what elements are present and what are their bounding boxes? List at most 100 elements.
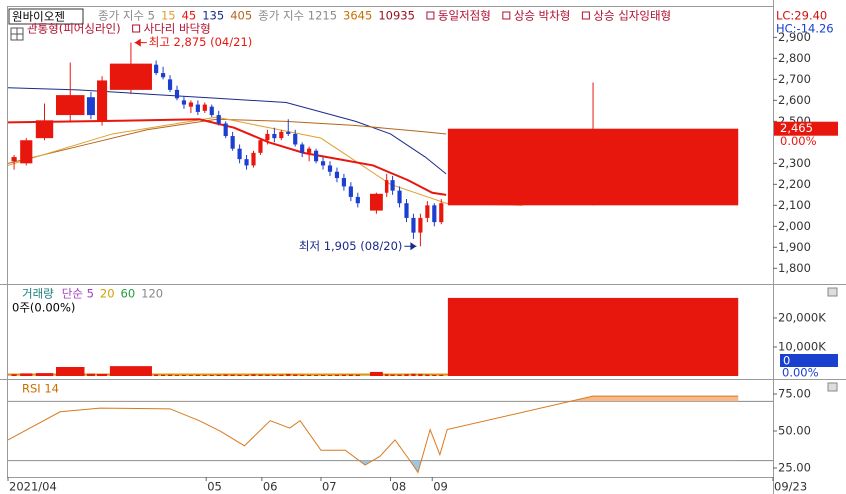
volume-bar bbox=[258, 374, 263, 376]
pattern-label: 사다리 바닥형 bbox=[144, 22, 211, 36]
volume-bar bbox=[320, 374, 326, 376]
last-price-label: 2,465 bbox=[780, 121, 813, 135]
x-tick-label: 09 bbox=[433, 480, 448, 494]
candle-body bbox=[397, 190, 402, 204]
change-label: 0.00% bbox=[782, 366, 819, 380]
legend-label: 45 bbox=[182, 9, 197, 23]
y-tick-label: 2,000 bbox=[778, 219, 811, 233]
volume-bar bbox=[209, 374, 214, 376]
candle-body bbox=[181, 100, 187, 105]
x-tick-label: 09/23 bbox=[774, 480, 807, 494]
legend-label: 종가 지수 5 bbox=[98, 9, 155, 23]
settings-icon[interactable] bbox=[10, 27, 24, 41]
y-tick-label: 10,000K bbox=[778, 339, 826, 353]
volume-bar bbox=[11, 374, 17, 376]
legend-label: 135 bbox=[202, 9, 224, 23]
candle-body bbox=[320, 161, 326, 166]
candle-body bbox=[35, 120, 54, 139]
rsi-line bbox=[7, 395, 739, 474]
pattern-label: 동일저점형 bbox=[438, 9, 491, 23]
candle-body bbox=[230, 136, 235, 149]
candle-body bbox=[11, 157, 17, 162]
last-price-box bbox=[774, 121, 838, 136]
volume-bar bbox=[174, 375, 180, 376]
chart-title: 원바이오젠 bbox=[12, 10, 65, 24]
candle-body bbox=[265, 133, 270, 141]
pattern-marker bbox=[132, 24, 141, 33]
volume-bar bbox=[369, 371, 383, 376]
candle-body bbox=[307, 148, 312, 153]
candle-body bbox=[390, 180, 395, 191]
title-box bbox=[8, 8, 84, 25]
volume-bar bbox=[109, 366, 152, 376]
annotation: 최저 1,905 (08/20) bbox=[299, 239, 403, 253]
candle-body bbox=[237, 148, 242, 160]
volume-bar bbox=[314, 375, 319, 376]
volume-bar bbox=[432, 374, 437, 376]
candle-body bbox=[314, 150, 319, 162]
candle-body bbox=[411, 217, 416, 233]
candle-body bbox=[216, 115, 221, 124]
y-tick-label: 2,700 bbox=[778, 72, 811, 86]
candle-body bbox=[55, 95, 85, 116]
candle-body bbox=[286, 131, 291, 134]
pattern-label: 상승 십자잉태형 bbox=[593, 9, 671, 23]
last-volume-box bbox=[780, 354, 838, 367]
candle-body bbox=[293, 133, 298, 145]
volume-bar bbox=[223, 374, 228, 376]
candle-body bbox=[20, 140, 33, 164]
candle-body bbox=[447, 128, 739, 206]
volume-bar bbox=[265, 374, 270, 376]
volume-bar bbox=[279, 374, 284, 376]
candle-body bbox=[279, 131, 284, 139]
candle-body bbox=[167, 79, 173, 90]
volume-bar bbox=[230, 374, 235, 376]
x-tick-label: 08 bbox=[392, 480, 407, 494]
panel-button[interactable] bbox=[827, 382, 838, 392]
volume-bar bbox=[334, 374, 340, 376]
y-tick-label: 2,300 bbox=[778, 156, 811, 170]
candle-body bbox=[369, 193, 383, 211]
volume-bar bbox=[397, 374, 402, 376]
x-tick-label: 2021/04 bbox=[9, 480, 57, 494]
candle-body bbox=[209, 106, 214, 116]
candle-body bbox=[355, 196, 360, 204]
candle-body bbox=[154, 64, 159, 74]
volume-bar bbox=[55, 367, 85, 376]
overbought-fill bbox=[569, 396, 739, 402]
candle-body bbox=[341, 178, 346, 187]
volume-bar bbox=[195, 374, 200, 376]
volume-bar bbox=[447, 297, 739, 376]
volume-bar bbox=[286, 373, 291, 376]
volume-bar bbox=[425, 374, 430, 376]
volume-bar bbox=[404, 374, 409, 376]
volume-bar bbox=[20, 373, 33, 376]
candle-body bbox=[258, 140, 263, 153]
hc-label: HC:-14.26 bbox=[776, 22, 834, 36]
candle-body bbox=[202, 104, 207, 111]
volume-bar bbox=[307, 374, 312, 376]
y-tick-label: 2,600 bbox=[778, 93, 811, 107]
volume-bar bbox=[161, 374, 166, 376]
candle-body bbox=[161, 73, 166, 78]
volume-bar bbox=[251, 374, 256, 376]
panel-button[interactable] bbox=[827, 287, 838, 297]
volume-bar bbox=[97, 373, 108, 376]
x-tick-label: 07 bbox=[322, 480, 337, 494]
y-tick-label: 25.00 bbox=[778, 461, 811, 475]
candle-body bbox=[188, 102, 193, 107]
legend-label: 종가 지수 1215 bbox=[258, 9, 337, 23]
volume-bar bbox=[384, 374, 389, 376]
panel-title: RSI 14 bbox=[22, 382, 59, 396]
panel-title: 거래량 bbox=[22, 287, 54, 301]
volume-bar bbox=[272, 374, 277, 376]
candle-body bbox=[195, 104, 200, 112]
volume-bar bbox=[202, 375, 207, 376]
legend-label: 60 bbox=[121, 287, 136, 301]
y-tick-label: 1,800 bbox=[778, 261, 811, 275]
annotation: 최고 2,875 (04/21) bbox=[149, 35, 253, 49]
volume-bar bbox=[418, 373, 423, 376]
y-tick-label: 2,900 bbox=[778, 30, 811, 44]
